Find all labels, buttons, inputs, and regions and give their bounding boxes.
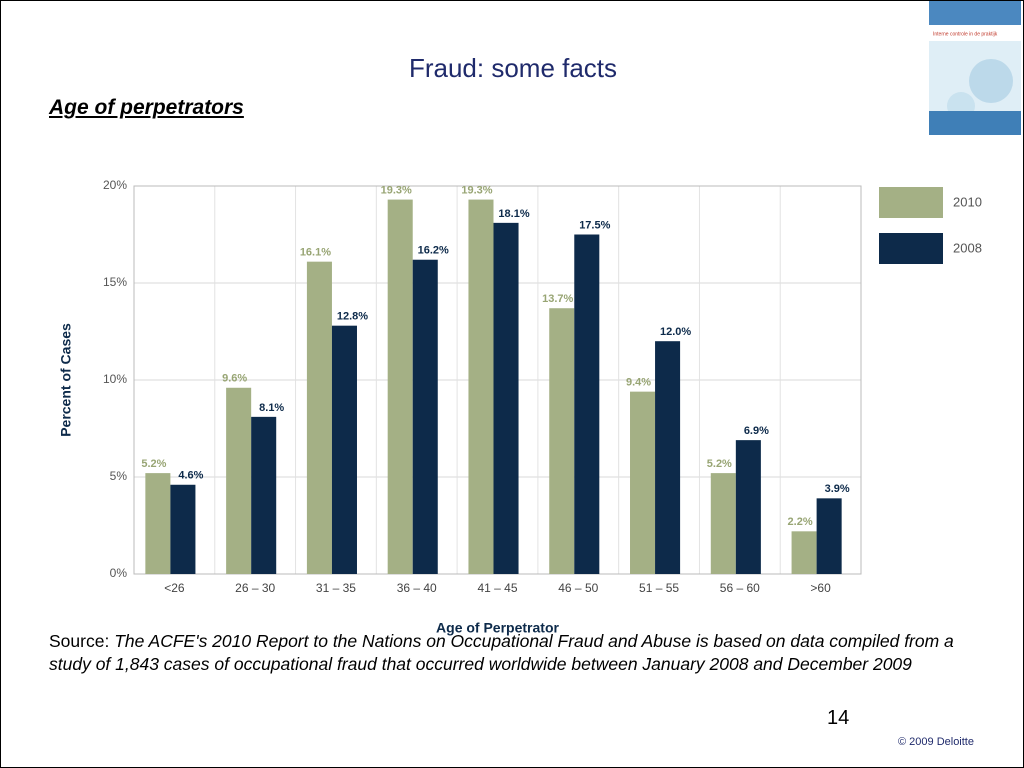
legend-swatch bbox=[879, 233, 943, 264]
bar bbox=[170, 484, 196, 574]
x-tick-label: 41 – 45 bbox=[477, 581, 517, 595]
source-label: Source: bbox=[49, 631, 110, 651]
bar bbox=[145, 473, 171, 574]
bar bbox=[493, 222, 519, 575]
title: Fraud: some facts bbox=[408, 53, 618, 83]
data-label: 9.6% bbox=[222, 373, 247, 385]
bar bbox=[306, 261, 332, 574]
data-label: 6.9% bbox=[744, 425, 769, 437]
y-tick-label: 10% bbox=[103, 372, 127, 386]
x-tick-label: 36 – 40 bbox=[397, 581, 437, 595]
bar bbox=[251, 416, 277, 574]
bar bbox=[735, 440, 761, 574]
copyright: © 2009 Deloitte bbox=[898, 736, 974, 748]
source: Source: The ACFE's 2010 Report to the Na… bbox=[49, 630, 959, 676]
bar bbox=[574, 234, 600, 574]
data-label: 16.1% bbox=[300, 247, 331, 259]
bar bbox=[331, 325, 357, 574]
data-label: 5.2% bbox=[141, 458, 166, 470]
data-label: 19.3% bbox=[381, 184, 412, 196]
bar bbox=[655, 341, 681, 574]
data-label: 2.2% bbox=[788, 516, 813, 528]
legend-label: 2010 bbox=[953, 194, 982, 209]
data-label: 12.0% bbox=[660, 326, 691, 338]
legend-swatch bbox=[879, 187, 943, 218]
data-label: 12.8% bbox=[337, 311, 368, 323]
bar bbox=[816, 498, 842, 574]
x-tick-label: <26 bbox=[164, 581, 185, 595]
x-tick-label: 26 – 30 bbox=[235, 581, 275, 595]
data-label: 4.6% bbox=[178, 470, 203, 482]
y-tick-label: 20% bbox=[103, 178, 127, 192]
data-label: 5.2% bbox=[707, 458, 732, 470]
data-label: 18.1% bbox=[498, 208, 529, 220]
data-label: 8.1% bbox=[259, 402, 284, 414]
bar bbox=[710, 473, 736, 574]
thumbnail-text: Interne controle in de praktijk bbox=[933, 31, 998, 37]
bar bbox=[226, 387, 252, 574]
bar bbox=[549, 308, 575, 574]
y-tick-label: 5% bbox=[110, 469, 128, 483]
source-text: The ACFE's 2010 Report to the Nations on… bbox=[49, 631, 954, 674]
thumbnail: Interne controle in de praktijk bbox=[929, 1, 1021, 135]
data-label: 13.7% bbox=[542, 293, 573, 305]
x-tick-label: 46 – 50 bbox=[558, 581, 598, 595]
x-axis-label: Age of Perpetrator bbox=[436, 620, 559, 636]
bar bbox=[468, 199, 494, 574]
data-label: 3.9% bbox=[825, 483, 850, 495]
x-tick-label: >60 bbox=[810, 581, 831, 595]
data-label: 19.3% bbox=[461, 184, 492, 196]
y-tick-label: 15% bbox=[103, 275, 127, 289]
y-axis-label: Percent of Cases bbox=[58, 323, 74, 437]
data-label: 17.5% bbox=[579, 219, 610, 231]
page-number: 14 bbox=[827, 707, 850, 729]
data-label: 16.2% bbox=[418, 245, 449, 257]
y-tick-label: 0% bbox=[110, 566, 128, 580]
x-tick-label: 56 – 60 bbox=[720, 581, 760, 595]
x-tick-label: 31 – 35 bbox=[316, 581, 356, 595]
bar bbox=[791, 531, 817, 574]
x-tick-label: 51 – 55 bbox=[639, 581, 679, 595]
bar bbox=[412, 259, 438, 574]
data-label: 9.4% bbox=[626, 377, 651, 389]
subtitle: Age of perpetrators bbox=[49, 96, 244, 119]
legend-label: 2008 bbox=[953, 240, 982, 255]
bar bbox=[387, 199, 413, 574]
bar bbox=[630, 391, 656, 574]
